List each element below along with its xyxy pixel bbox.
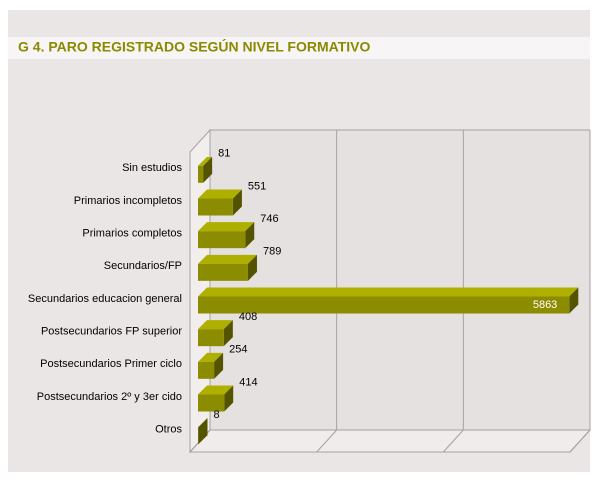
grid-line — [569, 429, 591, 453]
bar-side — [569, 287, 579, 314]
bar-top — [198, 222, 255, 232]
back-wall — [209, 129, 591, 431]
y-tick-label: Secundarios educacion general — [28, 293, 182, 305]
bar-side — [232, 189, 242, 216]
y-tick-label: Otros — [155, 424, 182, 436]
bar-top — [198, 189, 242, 199]
value-label: 8 — [214, 409, 220, 421]
bar-top — [198, 156, 213, 166]
bar-side — [223, 320, 233, 347]
bar-side — [203, 156, 213, 183]
bar — [198, 394, 225, 412]
y-tick-label: Secundarios/FP — [104, 260, 182, 272]
bar — [198, 231, 246, 249]
bar — [198, 329, 224, 347]
y-tick-label: Postsecundarios Primer ciclo — [40, 358, 182, 370]
bar-top — [198, 320, 233, 330]
bar — [198, 263, 248, 281]
bar — [198, 165, 204, 183]
bar-side — [214, 352, 224, 379]
floor — [188, 429, 592, 453]
y-tick-label: Sin estudios — [122, 162, 182, 174]
bar-side — [245, 222, 255, 249]
y-tick-label: Postsecundarios 2º y 3er cido — [37, 391, 182, 403]
bar-top — [198, 287, 579, 297]
y-tick-label: Primarios completos — [82, 228, 182, 240]
value-label: 408 — [239, 311, 257, 323]
bar — [198, 198, 233, 216]
grid-line — [316, 429, 338, 453]
bar-top — [198, 352, 224, 362]
value-label: 81 — [218, 148, 230, 160]
bar-side — [247, 254, 257, 281]
y-tick-label: Primarios incompletos — [74, 195, 183, 207]
value-label: 5863 — [533, 299, 557, 311]
value-label: 254 — [229, 344, 247, 356]
value-label: 414 — [239, 376, 257, 388]
bar-side — [198, 418, 208, 445]
bar — [198, 427, 199, 445]
bar-top — [198, 385, 234, 395]
bar-top — [198, 418, 208, 428]
bar-top — [198, 254, 257, 264]
bar-side — [224, 385, 234, 412]
value-label: 551 — [248, 180, 266, 192]
value-label: 789 — [263, 246, 281, 258]
value-label: 746 — [260, 213, 278, 225]
grid-line — [442, 429, 464, 453]
chart-title: G 4. PARO REGISTRADO SEGÚN NIVEL FORMATI… — [18, 38, 370, 55]
y-tick-label: Postsecundarios FP superior — [41, 326, 182, 338]
bar — [198, 296, 570, 314]
title-band — [8, 37, 590, 59]
bar — [198, 361, 215, 379]
